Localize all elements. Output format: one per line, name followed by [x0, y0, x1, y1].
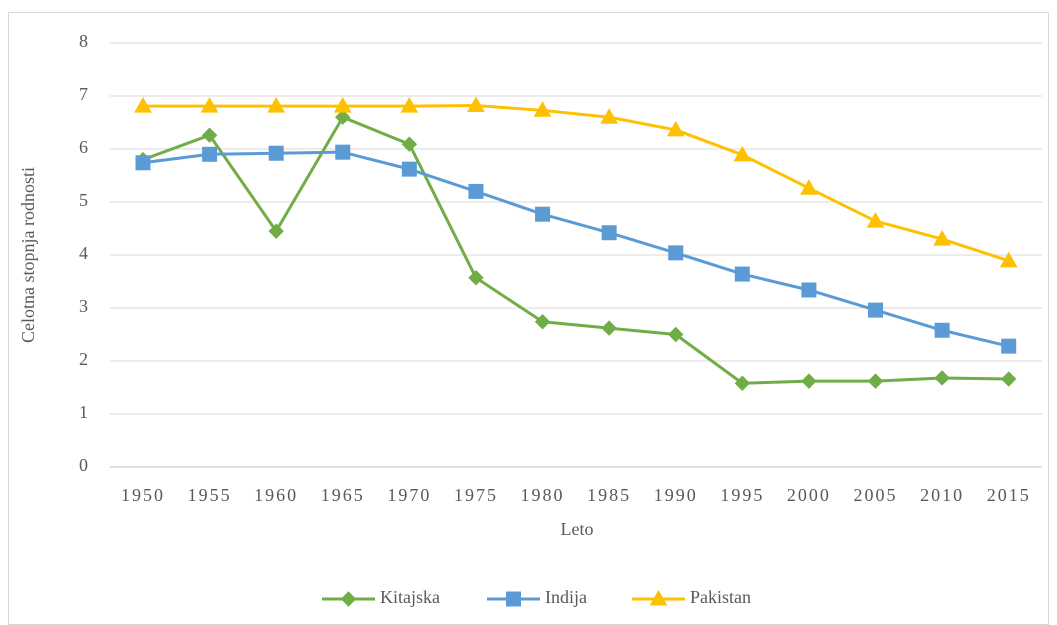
- data-point: [934, 322, 950, 338]
- y-tick-label: 7: [79, 84, 88, 104]
- y-tick-label: 5: [79, 190, 88, 210]
- data-point: [534, 314, 551, 330]
- x-tick-label: 1980: [521, 485, 565, 505]
- data-point: [400, 97, 419, 113]
- data-point: [668, 245, 684, 261]
- data-point: [468, 183, 484, 199]
- data-point: [600, 108, 619, 124]
- x-tick-label: 2005: [854, 485, 898, 505]
- data-point: [401, 136, 418, 152]
- data-point: [533, 101, 552, 117]
- x-tick-label: 1950: [121, 485, 165, 505]
- data-point: [335, 144, 351, 160]
- data-point: [200, 97, 219, 113]
- data-point: [801, 282, 817, 298]
- data-point: [535, 206, 551, 222]
- legend-marker: [340, 591, 357, 607]
- data-point: [734, 375, 751, 391]
- x-tick-label: 1955: [188, 485, 232, 505]
- x-tick-label: 1995: [720, 485, 764, 505]
- legend-marker: [649, 589, 668, 606]
- data-point: [135, 155, 151, 171]
- data-point: [1000, 371, 1017, 387]
- data-point: [800, 179, 818, 195]
- series-line: [142, 115, 1009, 385]
- data-point: [134, 97, 152, 113]
- data-point: [202, 146, 218, 162]
- data-point: [268, 223, 284, 239]
- data-point: [733, 145, 752, 162]
- data-point: [866, 212, 885, 228]
- y-tick-label: 8: [79, 31, 88, 51]
- data-point: [734, 266, 750, 282]
- data-point: [933, 230, 951, 246]
- series-line: [142, 104, 1010, 263]
- x-tick-label: 1965: [321, 485, 365, 505]
- data-point: [468, 270, 484, 286]
- data-point: [335, 109, 351, 125]
- x-tick-label: 1985: [587, 485, 631, 505]
- y-tick-label: 1: [79, 402, 88, 422]
- data-point: [601, 320, 617, 336]
- data-point: [268, 145, 284, 161]
- x-tick-label: 1960: [254, 485, 298, 505]
- data-point: [467, 96, 485, 113]
- y-tick-label: 2: [79, 349, 88, 369]
- data-point: [934, 370, 950, 386]
- x-tick-label: 2000: [787, 485, 831, 505]
- chart-frame: [8, 12, 1049, 625]
- data-point: [668, 326, 684, 343]
- legend-label: Kitajska: [380, 587, 440, 607]
- data-point: [801, 373, 817, 389]
- series-line: [142, 150, 1010, 348]
- y-tick-label: 3: [79, 296, 88, 316]
- x-tick-label: 1975: [454, 485, 498, 505]
- y-tick-label: 6: [79, 137, 88, 157]
- data-point: [201, 127, 218, 143]
- data-point: [1001, 338, 1017, 354]
- data-point: [267, 97, 286, 113]
- x-tick-label: 1970: [387, 485, 431, 505]
- x-tick-label: 2010: [920, 485, 964, 505]
- data-point: [601, 225, 617, 241]
- legend-marker: [506, 591, 521, 607]
- y-tick-label: 0: [79, 455, 88, 475]
- legend-label: Pakistan: [690, 587, 751, 607]
- data-point: [999, 251, 1018, 268]
- x-axis-title: Leto: [561, 519, 594, 539]
- data-point: [666, 120, 685, 137]
- y-tick-label: 4: [79, 243, 88, 263]
- data-point: [333, 97, 352, 113]
- y-axis-title: Celotna stopnja rodnosti: [18, 167, 38, 343]
- data-point: [868, 302, 884, 318]
- x-tick-label: 1990: [654, 485, 698, 505]
- legend-label: Indija: [545, 587, 587, 607]
- x-tick-label: 2015: [987, 485, 1031, 505]
- data-point: [401, 161, 417, 177]
- data-point: [867, 373, 884, 389]
